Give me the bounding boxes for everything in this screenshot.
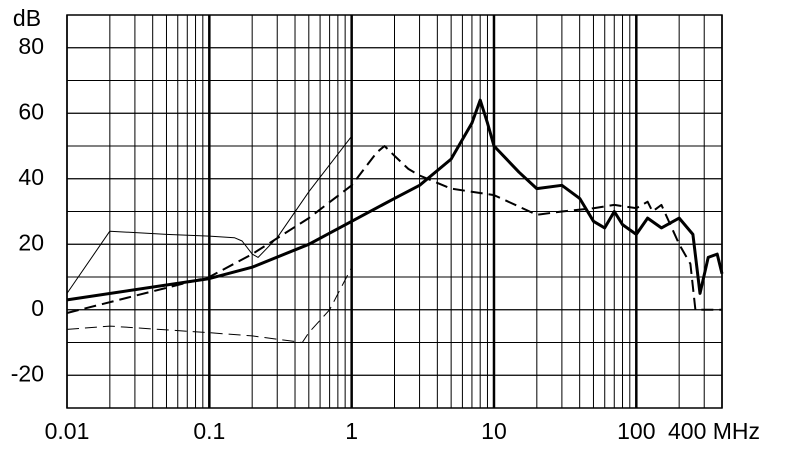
y-tick-label: 0 <box>31 295 44 321</box>
y-tick-label: 40 <box>18 164 44 190</box>
y-axis-label: dB <box>13 5 41 31</box>
x-tick-label: 0.1 <box>193 418 225 444</box>
x-tick-label: 0.01 <box>45 418 90 444</box>
y-tick-label: -20 <box>11 360 44 386</box>
series-line <box>66 266 353 343</box>
y-tick-label: 60 <box>18 98 44 124</box>
x-tick-label: 1 <box>345 418 358 444</box>
y-tick-label: 20 <box>18 229 44 255</box>
series-line <box>66 145 722 314</box>
x-tick-label: 400 MHz <box>668 418 760 444</box>
series-line <box>66 98 724 302</box>
y-tick-label: 80 <box>18 33 44 59</box>
series-line <box>66 135 353 294</box>
plot-frame <box>66 14 723 409</box>
x-tick-label: 100 <box>617 418 655 444</box>
x-tick-label: 10 <box>481 418 507 444</box>
